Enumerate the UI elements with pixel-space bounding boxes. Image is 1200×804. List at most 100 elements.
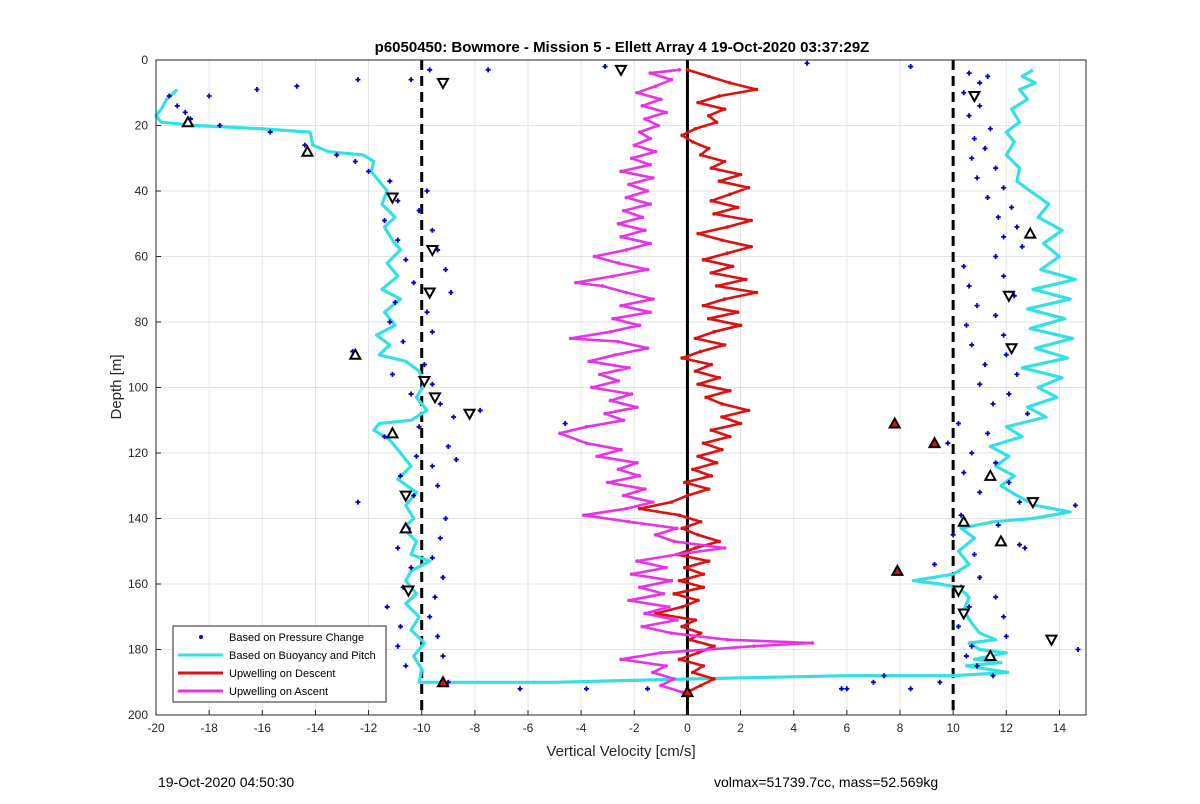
data-point-pressure xyxy=(961,263,967,269)
data-point-pressure xyxy=(963,322,969,328)
data-point-upwelling-ascent xyxy=(651,176,655,180)
data-point-pressure xyxy=(804,60,810,66)
triangle-down-marker xyxy=(1002,290,1016,303)
data-point-pressure xyxy=(424,188,430,194)
data-point-pressure xyxy=(1025,411,1031,417)
data-point-upwelling-descent xyxy=(728,388,732,393)
triangle-down-marker xyxy=(417,375,432,389)
data-point-upwelling-descent xyxy=(693,369,698,373)
data-point-pressure xyxy=(1022,545,1028,551)
x-tick-label: -8 xyxy=(470,721,481,735)
data-point-upwelling-ascent xyxy=(635,461,639,465)
x-axis-label: Vertical Velocity [cm/s] xyxy=(546,743,695,760)
data-point-upwelling-ascent xyxy=(640,104,645,108)
data-point-pressure xyxy=(387,319,393,325)
data-point-upwelling-descent xyxy=(696,533,700,537)
data-point-upwelling-descent xyxy=(728,192,732,197)
data-point-pressure xyxy=(443,516,449,521)
data-point-upwelling-descent xyxy=(677,513,682,518)
data-point-upwelling-descent xyxy=(701,257,706,262)
data-point-pressure xyxy=(445,443,451,449)
data-point-upwelling-descent xyxy=(709,166,714,170)
data-point-upwelling-ascent xyxy=(643,487,647,491)
data-point-upwelling-descent xyxy=(701,585,706,590)
data-point-upwelling-ascent xyxy=(669,578,674,583)
data-point-upwelling-descent xyxy=(696,100,700,105)
data-point-pressure xyxy=(424,309,430,315)
data-point-pressure xyxy=(182,109,188,115)
data-point-upwelling-descent xyxy=(696,382,700,387)
data-point-pressure xyxy=(408,391,414,397)
data-point-upwelling-descent xyxy=(714,284,719,288)
data-point-upwelling-ascent xyxy=(645,189,650,193)
data-point-pressure xyxy=(969,155,975,161)
data-point-upwelling-descent xyxy=(682,565,687,570)
y-tick-label: 140 xyxy=(128,512,148,526)
data-point-upwelling-descent xyxy=(680,356,684,360)
data-point-upwelling-descent xyxy=(680,624,684,629)
data-point-pressure xyxy=(437,401,443,407)
data-point-upwelling-ascent xyxy=(656,123,660,128)
data-point-pressure xyxy=(448,290,454,296)
data-point-pressure xyxy=(908,64,914,70)
data-point-pressure xyxy=(937,679,943,685)
data-point-pressure xyxy=(429,381,435,387)
triangle-down-marker xyxy=(951,585,966,598)
data-point-upwelling-ascent xyxy=(653,533,658,537)
data-point-upwelling-descent xyxy=(693,336,698,341)
data-point-upwelling-descent xyxy=(738,421,743,426)
x-tick-label: 14 xyxy=(1053,721,1067,735)
data-point-upwelling-ascent xyxy=(603,411,607,416)
data-point-upwelling-descent xyxy=(698,153,703,157)
footer-info: volmax=51739.7cc, mass=52.569kg xyxy=(714,774,939,790)
data-point-pressure xyxy=(453,457,459,463)
data-point-upwelling-ascent xyxy=(635,90,639,95)
x-tick-label: -18 xyxy=(200,721,218,735)
data-point-upwelling-ascent xyxy=(664,565,668,570)
data-point-upwelling-descent xyxy=(677,657,682,662)
data-point-pressure xyxy=(397,473,403,479)
data-point-pressure xyxy=(1001,273,1007,279)
triangle-down-marker xyxy=(425,244,440,258)
data-point-pressure xyxy=(355,77,361,83)
triangle-up-marker xyxy=(385,426,400,439)
data-point-pressure xyxy=(1072,502,1078,508)
triangle-down-marker xyxy=(1044,634,1059,647)
triangle-up-marker xyxy=(890,563,905,576)
data-point-pressure xyxy=(400,339,406,345)
data-point-pressure xyxy=(985,195,991,201)
data-point-upwelling-ascent xyxy=(611,316,615,321)
data-point-pressure xyxy=(932,561,938,567)
data-point-upwelling-ascent xyxy=(651,670,655,675)
legend-swatch-dot xyxy=(199,635,203,639)
data-point-upwelling-ascent xyxy=(640,624,645,629)
data-point-upwelling-descent xyxy=(754,87,759,92)
data-point-pressure xyxy=(435,483,441,489)
data-point-upwelling-descent xyxy=(669,500,674,504)
data-point-upwelling-descent xyxy=(677,578,682,583)
data-point-pressure xyxy=(977,80,983,86)
data-point-upwelling-ascent xyxy=(651,297,655,301)
data-point-pressure xyxy=(971,136,977,142)
data-point-pressure xyxy=(974,663,980,669)
data-point-upwelling-ascent xyxy=(624,290,629,295)
data-point-upwelling-descent xyxy=(690,140,695,144)
y-axis-label: Depth [m] xyxy=(108,354,125,419)
data-point-pressure xyxy=(267,129,273,135)
triangle-down-marker xyxy=(401,585,416,598)
series-line-buoyancy-pitch xyxy=(911,68,1078,674)
data-point-upwelling-ascent xyxy=(635,559,639,563)
data-point-upwelling-ascent xyxy=(637,323,642,328)
data-point-upwelling-descent xyxy=(680,133,684,138)
data-point-upwelling-descent xyxy=(704,395,708,400)
data-point-pressure xyxy=(993,594,999,600)
data-point-upwelling-ascent xyxy=(664,664,668,668)
data-point-pressure xyxy=(408,77,414,83)
data-point-upwelling-descent xyxy=(706,316,711,321)
data-point-upwelling-descent xyxy=(698,631,703,635)
data-point-upwelling-ascent xyxy=(616,339,621,344)
data-point-upwelling-descent xyxy=(720,415,724,419)
data-point-pressure xyxy=(963,653,969,659)
data-point-pressure xyxy=(966,70,972,76)
data-point-upwelling-ascent xyxy=(635,405,639,409)
